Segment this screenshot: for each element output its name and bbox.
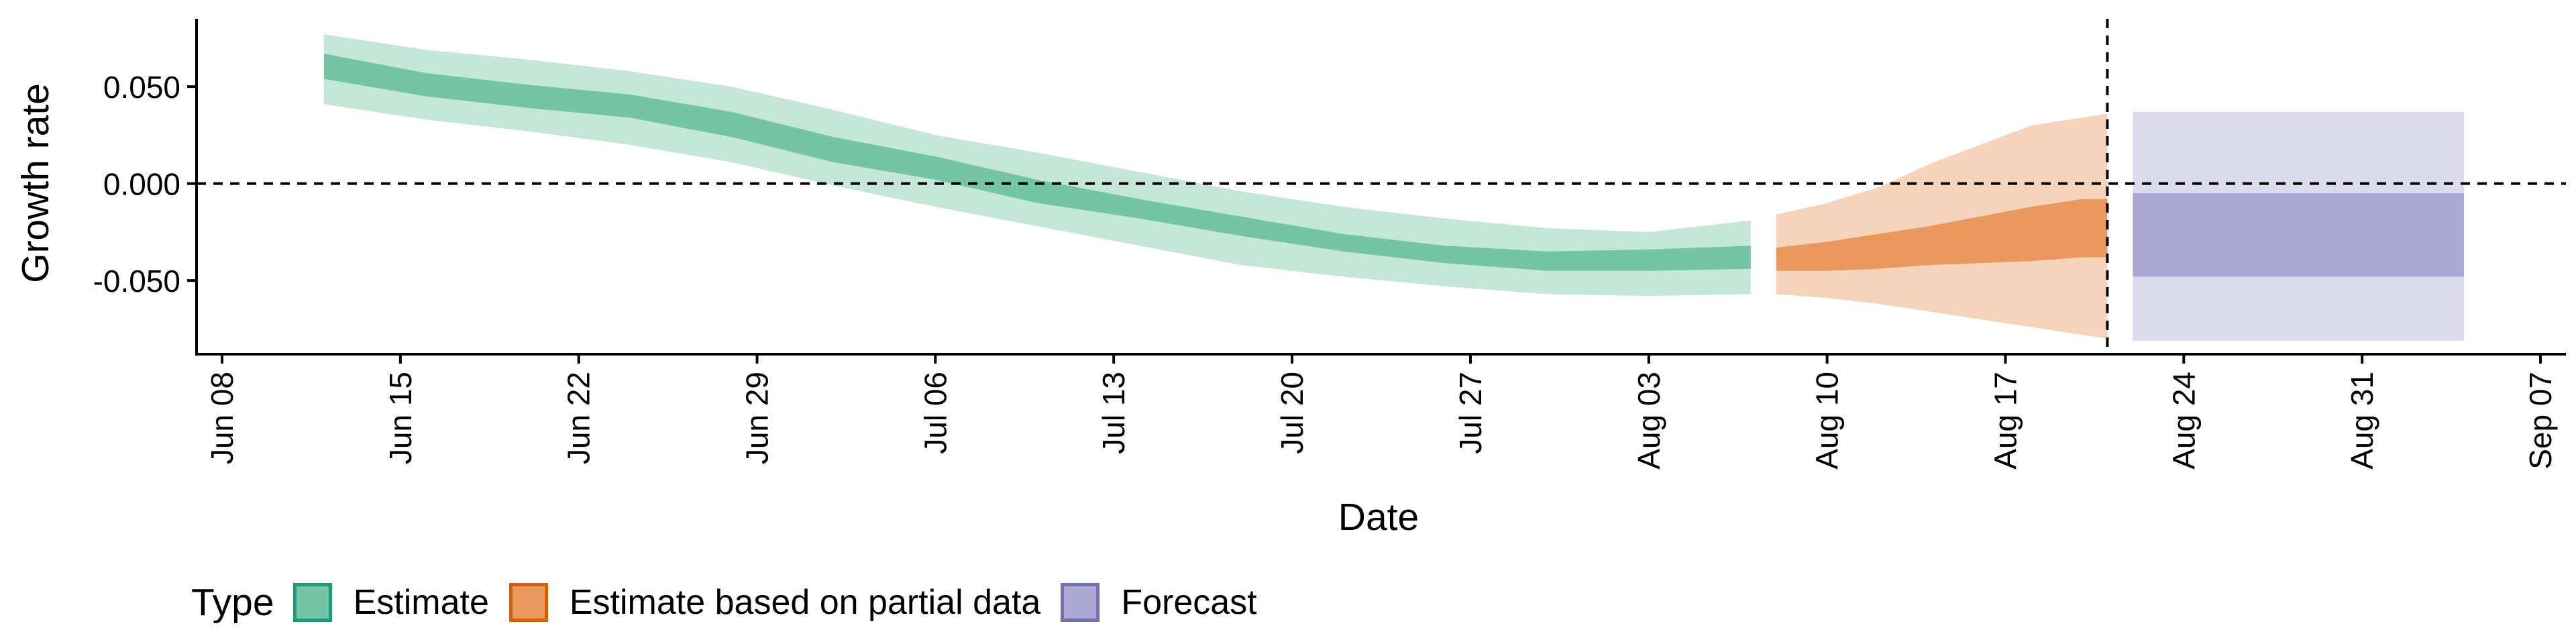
ribbon-50-estimate-based-on-partial-data [1776, 199, 2108, 271]
x-tick-label: Jun 29 [740, 372, 775, 464]
y-tick-label: 0.050 [103, 70, 180, 105]
legend-label-forecast: Forecast [1121, 583, 1257, 622]
x-tick-label: Aug 31 [2345, 372, 2379, 470]
x-tick-label: Aug 10 [1810, 372, 1845, 470]
reference-lines [197, 19, 2566, 354]
legend-item-estimate: Estimate [292, 582, 489, 623]
x-tick-label: Jul 27 [1453, 372, 1488, 454]
x-tick-label: Jun 08 [205, 372, 239, 464]
legend-title: Type [191, 581, 274, 624]
x-tick-label: Jul 06 [918, 372, 953, 454]
x-axis-title: Date [1338, 496, 1419, 539]
x-tick-label: Aug 17 [1988, 372, 2023, 470]
ribbon-50-estimate [323, 54, 1751, 271]
legend: Type Estimate Estimate based on partial … [191, 576, 1277, 629]
ribbons-layer [323, 34, 2465, 341]
x-tick-label: Aug 24 [2166, 372, 2201, 470]
legend-key-estimate [292, 583, 332, 622]
legend-label-partial-estimate: Estimate based on partial data [569, 583, 1041, 622]
x-tick-label: Jun 22 [561, 372, 596, 464]
ribbon-50-forecast [2133, 193, 2465, 277]
axes: 0.050 0.000 -0.050 Jun 08 Jun 15 Jun 22 Jun 29… [93, 19, 2566, 470]
legend-item-partial-estimate: Estimate based on partial data [508, 582, 1041, 623]
x-tick-label: Jul 13 [1096, 372, 1131, 454]
ribbon-90-estimate [323, 34, 1751, 297]
y-axis-title: Growth rate [14, 83, 57, 283]
legend-item-forecast: Forecast [1061, 582, 1257, 623]
legend-label-estimate: Estimate [353, 583, 489, 622]
x-tick-label: Jul 20 [1275, 372, 1309, 454]
legend-key-partial-estimate [508, 583, 548, 622]
x-tick-label: Jun 15 [383, 372, 418, 464]
x-tick-label: Aug 03 [1631, 372, 1666, 470]
y-tick-label: 0.000 [103, 167, 180, 202]
x-tick-label: Sep 07 [2523, 372, 2558, 470]
y-tick-label: -0.050 [93, 264, 180, 299]
legend-key-forecast [1061, 583, 1100, 622]
